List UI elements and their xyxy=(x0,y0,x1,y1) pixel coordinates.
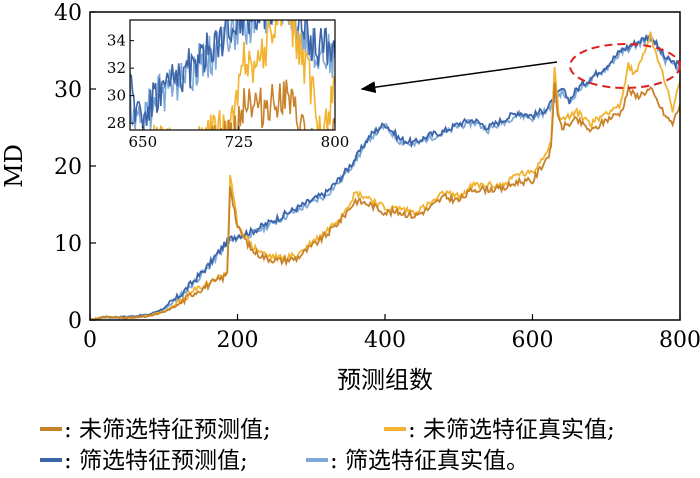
y-axis-ticks: 0 10 20 30 40 xyxy=(54,1,96,334)
inset-x-tick-label: 800 xyxy=(321,133,350,151)
x-tick-label: 800 xyxy=(659,328,700,353)
legend-label-unscreened_true: : 未筛选特征真实值; xyxy=(408,417,615,443)
x-tick-label: 200 xyxy=(217,328,259,353)
y-tick-label: 0 xyxy=(68,309,82,334)
inset-x-tick-label: 650 xyxy=(128,133,157,151)
y-tick-label: 20 xyxy=(54,155,82,180)
zoom-arrow xyxy=(360,61,558,94)
legend-label-screened_true: : 筛选特征真实值。 xyxy=(330,448,529,474)
inset-y-tick-label: 34 xyxy=(107,32,126,50)
inset-y-tick-label: 32 xyxy=(107,59,126,77)
inset-y-tick-label: 28 xyxy=(107,114,126,132)
inset-series-line-screened_pred xyxy=(130,20,335,128)
legend: : 未筛选特征预测值; : 未筛选特征真实值; : 筛选特征预测值; : 筛选特征真实… xyxy=(40,417,615,474)
x-tick-label: 0 xyxy=(83,328,97,353)
legend-label-unscreened_pred: : 未筛选特征预测值; xyxy=(64,417,271,443)
x-tick-label: 600 xyxy=(512,328,554,353)
inset-series-line-unscreened_true xyxy=(130,20,335,130)
series-line-unscreened_true xyxy=(89,31,681,322)
y-tick-label: 30 xyxy=(54,78,82,103)
inset-series-line-unscreened_pred xyxy=(211,79,335,130)
x-axis-ticks: 0 200 400 600 800 xyxy=(83,314,700,353)
inset-series-group xyxy=(130,20,335,130)
series-line-screened_pred xyxy=(89,31,681,322)
y-tick-label: 40 xyxy=(54,1,82,26)
inset-frame xyxy=(129,19,336,131)
y-axis-title: MD xyxy=(0,144,28,188)
series-line-unscreened_pred xyxy=(89,82,681,321)
zoom-ellipse xyxy=(569,43,681,89)
x-axis-title: 预测组数 xyxy=(337,366,433,394)
inset-axis-ticks: 650 725 800 28 30 32 34 xyxy=(107,32,349,151)
legend-label-screened_pred: : 筛选特征预测值; xyxy=(64,448,248,474)
y-tick-label: 10 xyxy=(54,232,82,257)
x-tick-label: 400 xyxy=(364,328,406,353)
inset-y-tick-label: 30 xyxy=(107,87,126,105)
inset-x-tick-label: 725 xyxy=(225,133,254,151)
main-series-group xyxy=(89,31,681,322)
